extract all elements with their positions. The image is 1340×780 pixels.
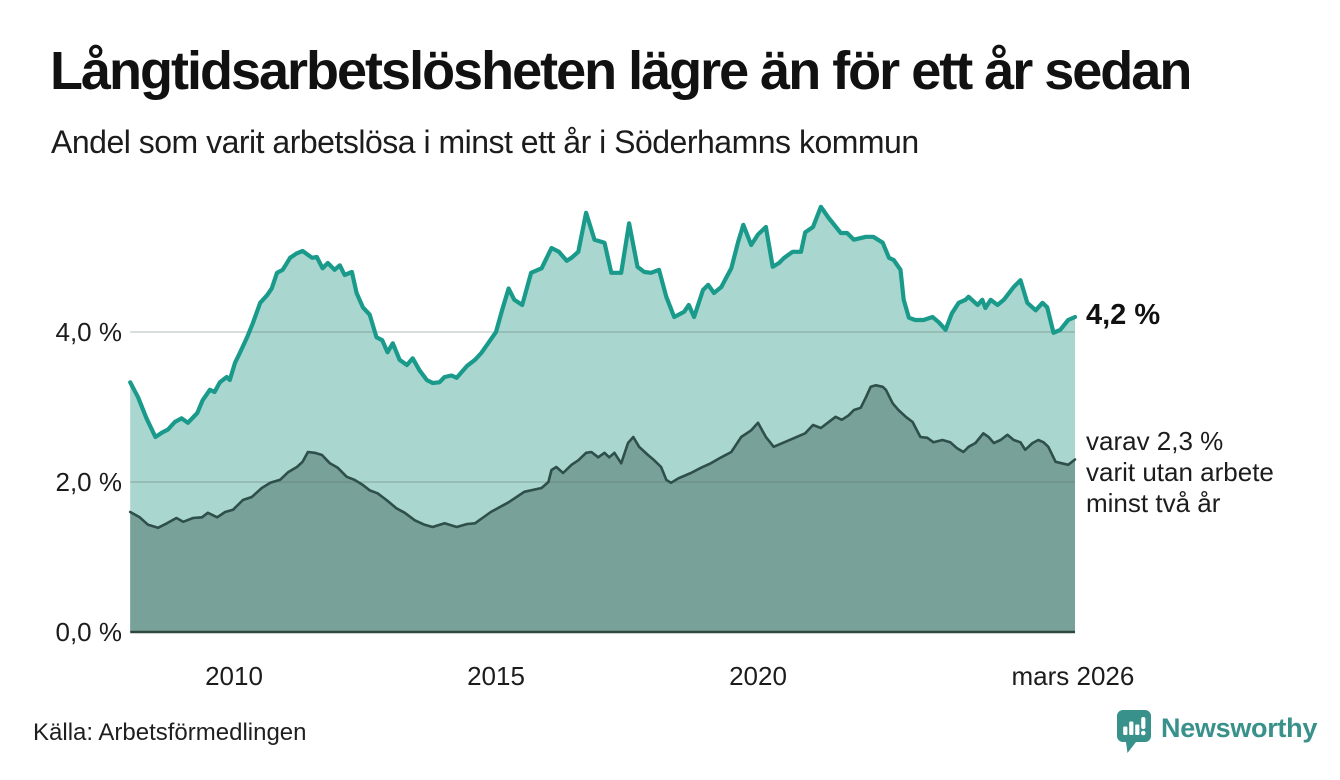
x-tick-label: mars 2026 (1011, 661, 1135, 691)
series-end-label-two-years: varav 2,3 % varit utan arbete minst två … (1086, 426, 1274, 519)
y-tick-label: 2,0 % (55, 467, 123, 497)
series-end-label-one-year: 4,2 % (1086, 299, 1161, 331)
annotation-line: varit utan arbete (1086, 457, 1274, 487)
newsworthy-bubble-icon (1117, 710, 1151, 753)
page-title: Långtidsarbetslösheten lägre än för ett … (50, 41, 1192, 101)
x-tick-label: 2015 (467, 661, 525, 691)
annotation-line: varav 2,3 % (1086, 426, 1224, 456)
x-tick-label: 2010 (205, 661, 263, 691)
line-one-year (128, 204, 1078, 440)
newsworthy-logo: Newsworthy (1116, 709, 1317, 755)
line-two-years (128, 384, 1077, 530)
area-fill-two-years (130, 385, 1075, 632)
y-tick-label: 4,0 % (55, 317, 123, 347)
source-credit: Källa: Arbetsförmedlingen (33, 719, 307, 746)
annotation-line: minst två år (1086, 488, 1221, 518)
x-tick-label: 2020 (729, 661, 787, 691)
newsworthy-wordmark: Newsworthy (1161, 713, 1318, 743)
page-subtitle: Andel som varit arbetslösa i minst ett å… (51, 124, 919, 160)
y-tick-label: 0,0 % (55, 617, 123, 647)
